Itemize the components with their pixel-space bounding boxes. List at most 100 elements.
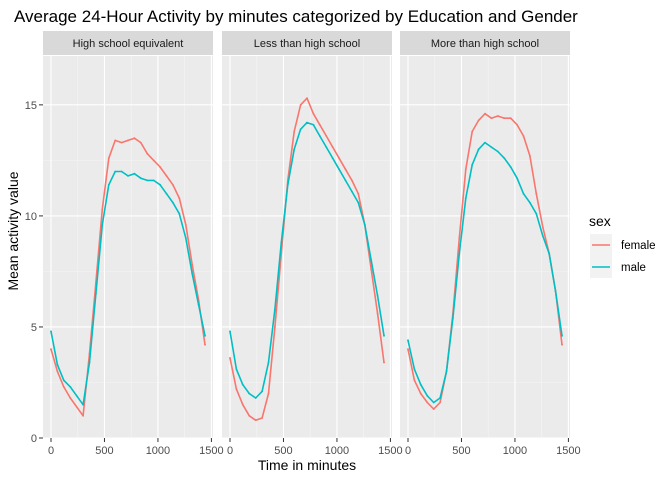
data-point-male bbox=[280, 241, 283, 244]
data-point-male bbox=[204, 334, 206, 337]
data-point-male bbox=[114, 170, 117, 173]
data-point-female bbox=[439, 401, 441, 404]
data-point-female bbox=[509, 117, 512, 120]
y-tick-label: 5 bbox=[31, 322, 37, 334]
data-point-male bbox=[464, 197, 467, 200]
data-point-female bbox=[503, 117, 506, 120]
data-point-male bbox=[120, 170, 123, 173]
data-point-male bbox=[325, 146, 328, 149]
data-point-male bbox=[62, 379, 65, 382]
data-point-male bbox=[370, 259, 373, 262]
data-point-female bbox=[370, 268, 373, 271]
data-point-female bbox=[490, 117, 493, 120]
data-point-female bbox=[62, 386, 65, 388]
data-point-male bbox=[254, 397, 257, 399]
data-point-female bbox=[312, 112, 315, 115]
data-point-male bbox=[529, 201, 531, 204]
y-axis-title: Mean activity value bbox=[5, 171, 21, 290]
data-point-female bbox=[204, 343, 206, 346]
facet-panel: High school equivalent 0 500 1000 1500 bbox=[43, 31, 224, 457]
y-tick-label: 10 bbox=[25, 211, 37, 223]
data-point-female bbox=[484, 112, 486, 115]
data-point-male bbox=[484, 141, 486, 144]
data-point-male bbox=[554, 290, 557, 293]
legend-title: sex bbox=[589, 213, 611, 229]
x-tick-label: 1000 bbox=[146, 445, 170, 457]
data-point-male bbox=[172, 201, 174, 204]
data-point-female bbox=[254, 419, 257, 422]
x-tick-label: 500 bbox=[274, 445, 292, 457]
data-point-male bbox=[146, 179, 149, 182]
data-point-female bbox=[114, 139, 117, 142]
data-point-male bbox=[133, 172, 136, 175]
data-point-male bbox=[548, 252, 551, 255]
data-point-male bbox=[458, 252, 461, 255]
data-point-female bbox=[344, 168, 347, 171]
data-point-male bbox=[445, 370, 448, 373]
facet-strip bbox=[400, 31, 570, 55]
data-point-male bbox=[178, 212, 181, 215]
facet-strip-label: Less than high school bbox=[254, 38, 360, 50]
data-point-male bbox=[383, 334, 385, 337]
data-point-male bbox=[88, 361, 91, 364]
data-point-male bbox=[331, 157, 334, 160]
data-point-female bbox=[120, 141, 123, 144]
data-point-male bbox=[248, 392, 251, 395]
data-point-female bbox=[561, 343, 563, 346]
data-point-male bbox=[516, 177, 518, 180]
data-point-male bbox=[344, 179, 347, 182]
x-tick-label: 0 bbox=[48, 445, 54, 457]
data-point-female bbox=[529, 155, 531, 157]
data-point-female bbox=[357, 192, 360, 195]
data-point-female bbox=[184, 223, 187, 226]
data-point-male bbox=[75, 394, 78, 397]
data-point-male bbox=[363, 223, 366, 226]
data-point-female bbox=[267, 392, 270, 395]
data-point-female bbox=[325, 135, 328, 137]
data-point-male bbox=[561, 334, 563, 337]
chart-title: Average 24-Hour Activity by minutes cate… bbox=[14, 7, 578, 26]
data-point-male bbox=[503, 157, 506, 160]
x-tick-label: 0 bbox=[227, 445, 233, 457]
data-point-female bbox=[522, 135, 525, 137]
data-point-female bbox=[133, 137, 136, 140]
data-point-male bbox=[452, 317, 454, 319]
legend-label-female: female bbox=[621, 240, 656, 252]
data-point-male bbox=[191, 272, 194, 275]
data-point-male bbox=[152, 179, 155, 182]
data-point-female bbox=[127, 139, 129, 142]
data-point-male bbox=[165, 192, 168, 195]
data-point-female bbox=[172, 183, 174, 186]
data-point-female bbox=[139, 141, 142, 144]
data-point-male bbox=[535, 212, 538, 215]
data-point-male bbox=[541, 235, 544, 237]
facet-strip bbox=[43, 31, 213, 55]
data-point-male bbox=[318, 135, 321, 137]
data-point-male bbox=[432, 401, 435, 404]
data-point-male bbox=[522, 192, 525, 195]
data-point-male bbox=[286, 183, 289, 186]
x-tick-label: 1000 bbox=[325, 445, 349, 457]
data-point-female bbox=[159, 166, 162, 168]
x-axis-title: Time in minutes bbox=[258, 457, 356, 473]
data-point-female bbox=[241, 403, 244, 406]
facet-strip-label: More than high school bbox=[431, 38, 539, 50]
data-point-male bbox=[351, 190, 353, 193]
data-point-male bbox=[229, 330, 231, 333]
data-point-female bbox=[101, 208, 104, 211]
data-point-male bbox=[159, 183, 162, 186]
data-point-female bbox=[413, 379, 416, 382]
x-tick-label: 1500 bbox=[199, 445, 223, 457]
x-tick-label: 1000 bbox=[503, 445, 527, 457]
legend: sex female male bbox=[589, 213, 656, 278]
data-point-male bbox=[139, 177, 142, 180]
data-point-male bbox=[241, 383, 244, 386]
y-tick-label: 15 bbox=[25, 100, 37, 112]
legend-item-female: female bbox=[590, 234, 656, 256]
data-point-female bbox=[426, 401, 429, 404]
data-point-female bbox=[146, 152, 149, 155]
data-point-female bbox=[541, 226, 544, 228]
data-point-male bbox=[496, 150, 499, 153]
data-point-male bbox=[306, 121, 308, 124]
data-point-male bbox=[101, 223, 104, 226]
